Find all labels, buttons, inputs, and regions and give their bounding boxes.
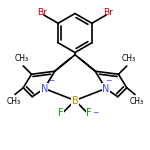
Text: CH₃: CH₃ bbox=[129, 97, 144, 106]
Text: Br: Br bbox=[103, 8, 113, 17]
Text: N: N bbox=[40, 84, 48, 93]
Text: −: − bbox=[93, 108, 99, 117]
Text: B: B bbox=[72, 96, 78, 105]
Text: −: − bbox=[105, 76, 111, 85]
Text: F: F bbox=[58, 108, 64, 118]
Text: CH₃: CH₃ bbox=[15, 54, 29, 63]
Text: CH₃: CH₃ bbox=[121, 54, 135, 63]
Text: N: N bbox=[102, 84, 110, 93]
Text: −: − bbox=[48, 76, 54, 85]
Text: Br: Br bbox=[37, 8, 47, 17]
Text: F: F bbox=[86, 108, 92, 118]
Text: CH₃: CH₃ bbox=[6, 97, 21, 106]
